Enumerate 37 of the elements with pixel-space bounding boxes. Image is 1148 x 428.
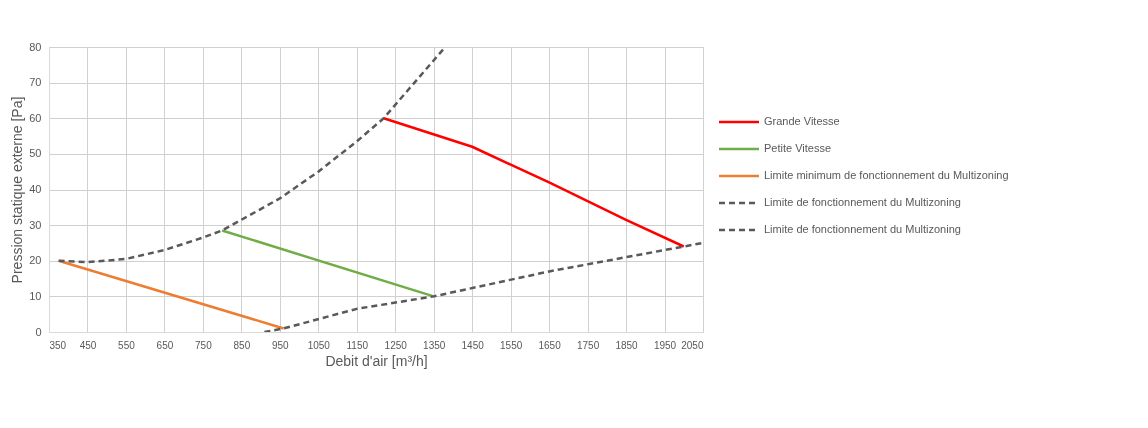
x-tick-label: 650 xyxy=(156,339,174,351)
legend-label: Limite de fonctionnement du Multizoning xyxy=(764,223,961,235)
y-axis-title: Pression statique externe [Pa] xyxy=(9,96,26,284)
legend-label: Petite Vitesse xyxy=(764,142,832,154)
y-tick-label: 30 xyxy=(29,218,42,231)
y-tick-label: 60 xyxy=(29,111,42,124)
legend-label: Grande Vitesse xyxy=(764,115,840,127)
x-tick-label: 450 xyxy=(79,339,97,351)
y-tick-label: 0 xyxy=(35,325,42,338)
x-tick-label: 1150 xyxy=(346,339,369,351)
legend-label: Limite minimum de fonctionnement du Multizoning xyxy=(764,169,1009,181)
x-tick-label: 750 xyxy=(195,339,213,351)
line-series xyxy=(382,117,686,248)
x-tick-label: 1750 xyxy=(576,339,600,351)
line-series xyxy=(263,241,703,332)
x-tick-label: 2050 xyxy=(681,339,704,351)
x-tick-label: 1050 xyxy=(307,339,331,351)
x-tick-label: 850 xyxy=(233,339,251,351)
x-axis-title: Debit d'air [m³/h] xyxy=(325,352,428,369)
y-tick-label: 70 xyxy=(29,76,42,89)
line-series xyxy=(57,47,447,264)
x-tick-label: 950 xyxy=(271,339,290,351)
y-tick-label: 10 xyxy=(29,289,42,302)
x-tick-label: 350 xyxy=(49,339,67,351)
x-tick-label: 1650 xyxy=(538,339,562,351)
y-tick-label: 80 xyxy=(29,40,42,53)
y-tick-label: 40 xyxy=(29,183,42,195)
x-tick-label: 1950 xyxy=(653,339,677,351)
x-tick-label: 550 xyxy=(118,339,136,351)
x-tick-label: 1350 xyxy=(423,339,446,351)
x-tick-label: 1850 xyxy=(615,339,639,351)
x-tick-label: 1250 xyxy=(384,339,408,351)
x-tick-label: 1450 xyxy=(461,339,485,351)
x-tick-label: 1550 xyxy=(500,339,523,351)
y-tick-label: 50 xyxy=(29,147,42,160)
legend-label: Limite de fonctionnement du Multizoning xyxy=(764,196,961,208)
y-tick-label: 20 xyxy=(29,254,42,267)
